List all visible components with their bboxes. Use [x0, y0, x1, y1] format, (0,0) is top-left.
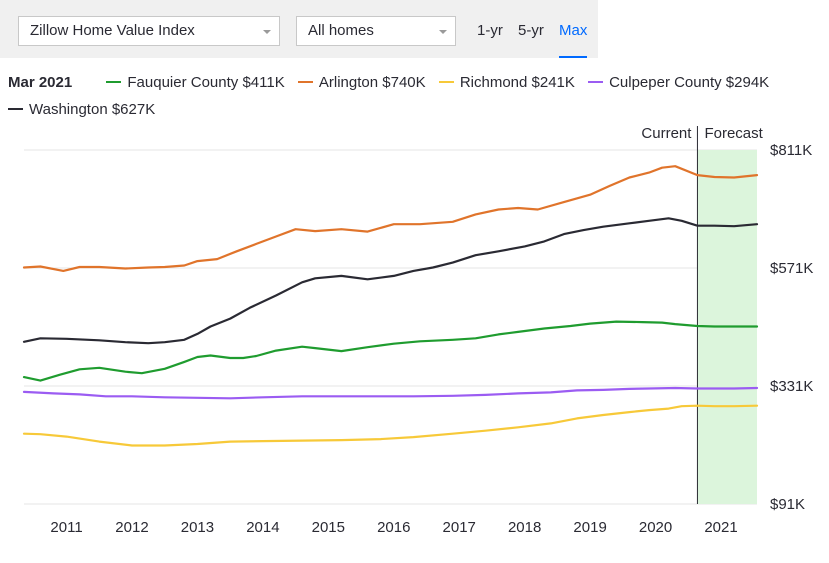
- legend-label: Richmond $241K: [459, 74, 575, 91]
- x-axis: 2011 2012 2013 2014 2015 2016 2017 2018 2019 2020…: [50, 519, 737, 536]
- series-line-arlington: [22, 165, 759, 272]
- legend-swatch: [106, 81, 122, 84]
- x-tick-label: 2020: [639, 519, 672, 536]
- legend-date: Mar 2021: [8, 74, 73, 91]
- forecast-label: Forecast: [704, 125, 763, 142]
- x-tick-label: 2013: [181, 519, 214, 536]
- x-tick-label: 2019: [573, 519, 606, 536]
- x-tick-label: 2014: [246, 519, 279, 536]
- legend-label: Fauquier County $411K: [127, 74, 285, 91]
- series-line-washington: [22, 217, 759, 345]
- x-tick-label: 2021: [704, 519, 737, 536]
- y-axis: $811K $571K $331K $91K: [770, 142, 813, 513]
- x-tick-label: 2012: [115, 519, 148, 536]
- legend-swatch: [438, 81, 454, 84]
- legend-swatch: [588, 81, 604, 84]
- series-line-fauquier: [22, 320, 759, 382]
- legend-label: Washington $627K: [29, 101, 156, 118]
- x-tick-label: 2018: [508, 519, 541, 536]
- y-tick-label: $811K: [770, 142, 812, 159]
- home-type-select[interactable]: All homes: [296, 16, 456, 46]
- home-type-select-value: All homes: [308, 22, 374, 39]
- tab-5-yr[interactable]: 5-yr: [518, 22, 544, 39]
- x-tick-label: 2015: [312, 519, 345, 536]
- tab-max[interactable]: Max: [559, 16, 588, 58]
- chevron-down-icon: [263, 30, 271, 34]
- series-line-richmond: [22, 404, 759, 447]
- metric-select[interactable]: Zillow Home Value Index: [18, 16, 280, 46]
- legend-label: Arlington $740K: [318, 74, 426, 91]
- x-tick-label: 2011: [50, 519, 82, 536]
- y-tick-label: $571K: [770, 260, 813, 277]
- legend-item-washington[interactable]: Washington $627K: [8, 99, 155, 121]
- legend-label: Culpeper County $294K: [609, 74, 770, 91]
- legend-item-fauquier[interactable]: Fauquier County $411K: [106, 72, 285, 94]
- chevron-down-icon: [439, 30, 447, 34]
- x-tick-label: 2016: [377, 519, 410, 536]
- y-tick-label: $91K: [770, 496, 805, 513]
- metric-select-value: Zillow Home Value Index: [30, 22, 195, 39]
- grid-lines: [24, 149, 757, 505]
- x-tick-label: 2017: [443, 519, 476, 536]
- toolbar: Zillow Home Value Index All homes 1-yr 5…: [0, 0, 598, 58]
- series-line-culpeper: [22, 386, 759, 400]
- legend-item-culpeper[interactable]: Culpeper County $294K: [588, 72, 769, 94]
- current-label: Current: [641, 125, 692, 142]
- legend-item-richmond[interactable]: Richmond $241K: [438, 72, 575, 94]
- y-tick-label: $331K: [770, 378, 813, 395]
- series-lines: [22, 165, 759, 447]
- tab-1-yr[interactable]: 1-yr: [477, 22, 503, 39]
- legend-swatch: [8, 108, 23, 111]
- legend-swatch: [297, 81, 313, 84]
- legend-item-arlington[interactable]: Arlington $740K: [297, 72, 426, 94]
